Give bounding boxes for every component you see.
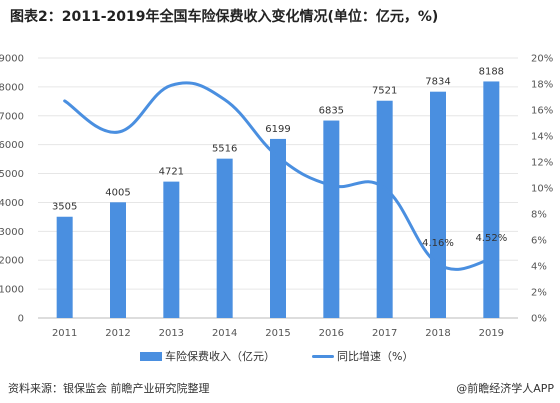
left-tick-label: 1000	[0, 285, 24, 296]
left-tick-label: 0	[18, 314, 24, 325]
left-tick-label: 9000	[0, 54, 24, 65]
bar-data-label: 6835	[319, 106, 344, 117]
x-tick-label: 2019	[479, 328, 504, 339]
bar-data-label: 4005	[105, 187, 130, 198]
x-tick-label: 2018	[425, 328, 450, 339]
left-tick-label: 2000	[0, 256, 24, 267]
x-tick-label: 2014	[212, 328, 237, 339]
footer: 资料来源：银保监会 前瞻产业研究院整理 @前瞻经济学人APP	[0, 370, 560, 403]
right-tick-label: 8%	[531, 210, 547, 221]
right-tick-label: 12%	[531, 158, 553, 169]
left-tick-label: 5000	[0, 169, 24, 180]
line-data-label: 4.52%	[475, 233, 507, 244]
left-tick-label: 6000	[0, 140, 24, 151]
right-tick-label: 10%	[531, 184, 553, 195]
bar	[483, 81, 500, 318]
legend-item-bar: 车险保费收入（亿元）	[140, 348, 275, 364]
bar-data-label: 3505	[52, 202, 77, 213]
bar	[270, 138, 286, 318]
right-tick-label: 18%	[531, 80, 553, 91]
left-tick-label: 8000	[0, 82, 24, 93]
legend-line-swatch	[312, 354, 334, 358]
left-tick-label: 7000	[0, 111, 24, 122]
right-tick-label: 20%	[531, 54, 553, 65]
bar	[376, 100, 393, 318]
bar	[56, 216, 73, 318]
x-tick-label: 2015	[265, 328, 290, 339]
legend-bar-label: 车险保费收入（亿元）	[165, 350, 275, 363]
legend-line-label: 同比增速（%）	[337, 350, 414, 363]
bar-data-label: 7521	[372, 86, 397, 97]
right-tick-label: 4%	[531, 262, 547, 273]
bar	[110, 202, 126, 318]
bar	[216, 158, 233, 318]
legend: 车险保费收入（亿元） 同比增速（%）	[0, 348, 560, 366]
right-tick-label: 6%	[531, 236, 547, 247]
right-tick-label: 16%	[531, 106, 553, 117]
x-tick-label: 2016	[319, 328, 344, 339]
bar	[430, 91, 446, 318]
bar	[323, 120, 340, 319]
line-data-label: 4.16%	[422, 238, 454, 249]
bar-data-label: 7834	[425, 77, 450, 88]
left-tick-label: 4000	[0, 198, 24, 209]
x-tick-label: 2012	[105, 328, 130, 339]
bar	[163, 181, 180, 318]
bar-data-label: 4721	[159, 167, 184, 178]
x-tick-label: 2017	[372, 328, 397, 339]
legend-bar-swatch	[140, 351, 162, 361]
chart-title: 图表2：2011-2019年全国车险保费收入变化情况(单位：亿元，%)	[10, 9, 439, 25]
x-tick-label: 2013	[159, 328, 184, 339]
x-tick-label: 2011	[52, 328, 77, 339]
source-note: 资料来源：银保监会 前瞻产业研究院整理	[8, 382, 210, 395]
right-tick-label: 14%	[531, 132, 553, 143]
bar-data-label: 8188	[479, 66, 504, 77]
credit-note: @前瞻经济学人APP	[456, 382, 554, 395]
growth-line	[63, 81, 493, 271]
left-tick-label: 3000	[0, 227, 24, 238]
bar-data-label: 6199	[265, 124, 290, 135]
right-tick-label: 0%	[531, 314, 547, 325]
bar-data-label: 5516	[212, 144, 237, 155]
right-tick-label: 2%	[531, 288, 547, 299]
legend-item-line: 同比增速（%）	[312, 348, 413, 364]
